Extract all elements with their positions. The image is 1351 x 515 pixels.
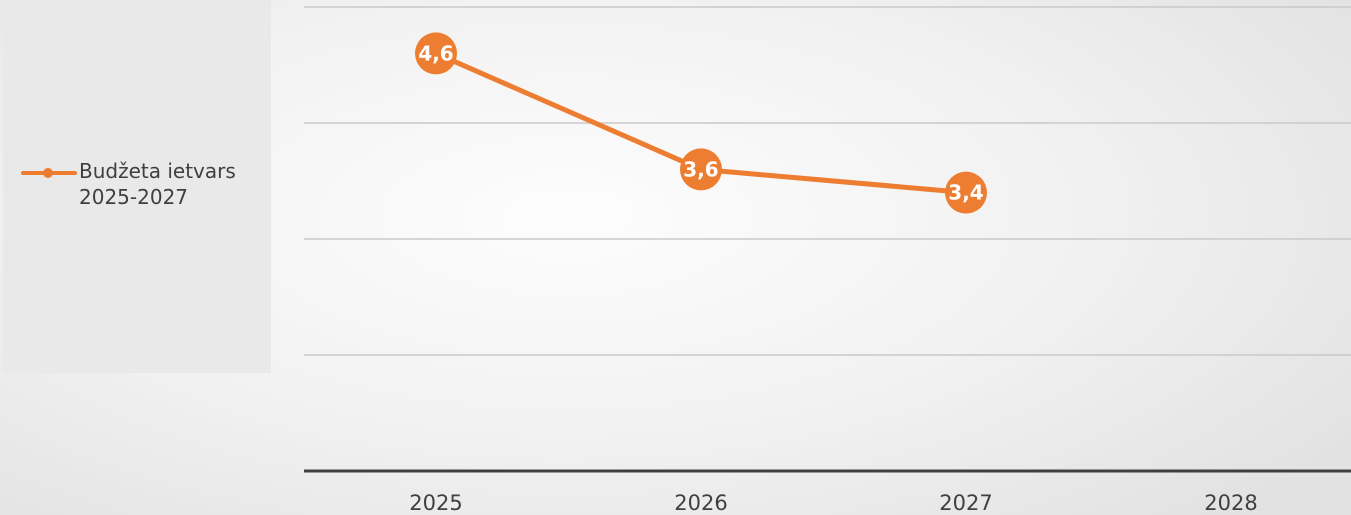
x-tick-label: 2028 — [1204, 491, 1257, 515]
legend-entry: Budžeta ietvars 2025-2027 — [21, 158, 274, 210]
data-label: 4,6 — [418, 41, 453, 65]
series-layer: 4,6 3,6 3,4 — [415, 32, 987, 214]
chart-legend: Budžeta ietvars 2025-2027 — [3, 0, 271, 373]
x-tick-label: 2027 — [939, 491, 992, 515]
gridlines — [304, 6, 1351, 356]
legend-series-label: Budžeta ietvars 2025-2027 — [79, 159, 236, 209]
data-point-marker — [945, 171, 987, 214]
x-tick-label: 2025 — [409, 491, 462, 515]
data-point-marker — [415, 32, 457, 75]
data-label: 3,6 — [683, 157, 718, 181]
legend-line-marker-icon — [21, 158, 77, 178]
x-tick-label: 2026 — [674, 491, 727, 515]
x-tick-labels: 2025 2026 2027 2028 — [409, 491, 1257, 515]
data-point-marker — [680, 148, 722, 191]
data-label: 3,4 — [948, 181, 983, 205]
